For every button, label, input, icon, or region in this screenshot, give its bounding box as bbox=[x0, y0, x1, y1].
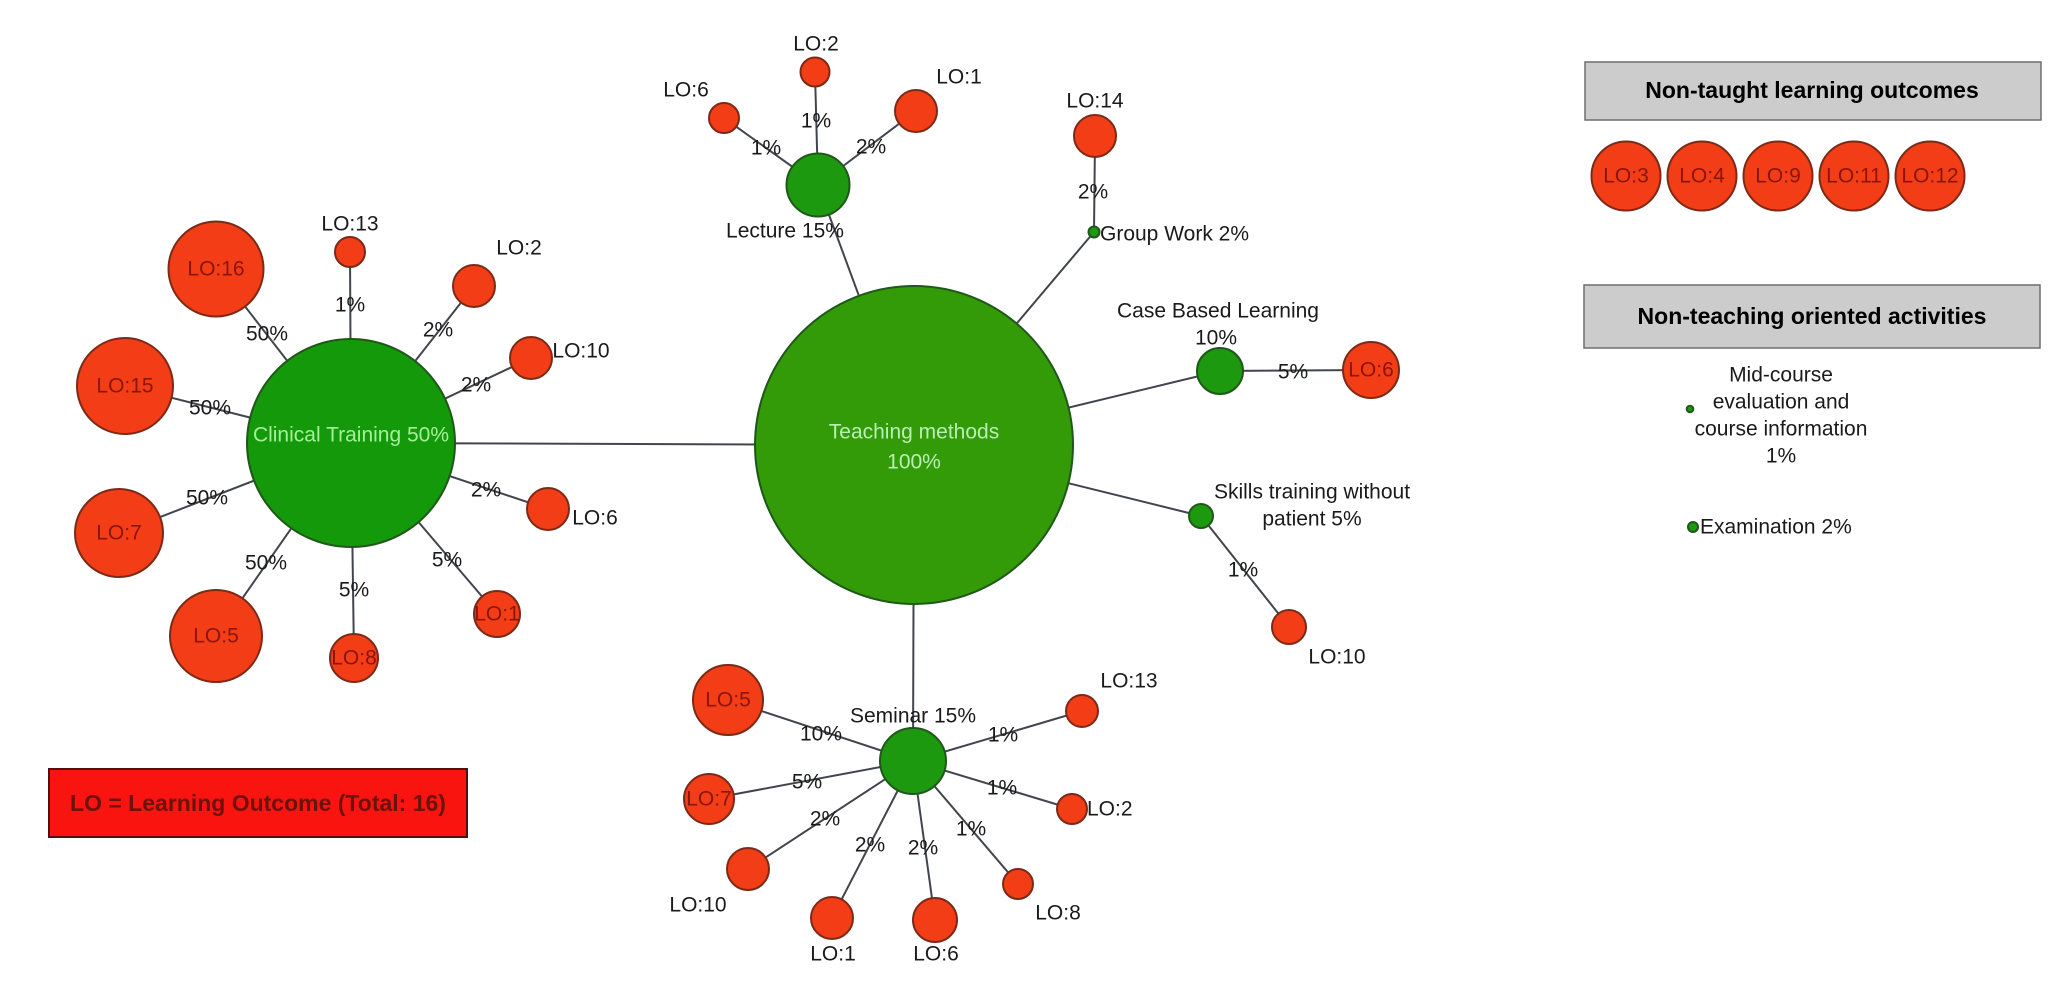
svg-text:LO:1: LO:1 bbox=[936, 66, 982, 89]
svg-text:2%: 2% bbox=[856, 136, 886, 159]
svg-text:50%: 50% bbox=[186, 487, 228, 510]
svg-text:LO:8: LO:8 bbox=[1035, 902, 1081, 925]
svg-text:Mid-course: Mid-course bbox=[1729, 364, 1833, 387]
svg-text:Case Based Learning: Case Based Learning bbox=[1117, 300, 1319, 323]
svg-text:5%: 5% bbox=[792, 771, 822, 794]
svg-text:LO:4: LO:4 bbox=[1679, 165, 1725, 188]
svg-text:Clinical Training 50%: Clinical Training 50% bbox=[253, 424, 449, 447]
svg-text:LO:7: LO:7 bbox=[686, 788, 732, 811]
svg-text:LO:12: LO:12 bbox=[1901, 165, 1958, 188]
svg-text:LO:10: LO:10 bbox=[669, 894, 726, 917]
svg-text:50%: 50% bbox=[246, 323, 288, 346]
svg-text:2%: 2% bbox=[855, 834, 885, 857]
svg-text:LO:16: LO:16 bbox=[187, 258, 244, 281]
svg-text:LO:2: LO:2 bbox=[793, 33, 839, 56]
svg-text:LO:9: LO:9 bbox=[1755, 165, 1801, 188]
svg-text:course information: course information bbox=[1695, 418, 1868, 441]
svg-text:Teaching methods: Teaching methods bbox=[829, 421, 999, 444]
svg-text:LO:6: LO:6 bbox=[663, 79, 709, 102]
svg-text:LO:6: LO:6 bbox=[1348, 359, 1394, 382]
svg-text:2%: 2% bbox=[461, 374, 491, 397]
svg-text:Seminar 15%: Seminar 15% bbox=[850, 705, 976, 728]
svg-text:5%: 5% bbox=[432, 549, 462, 572]
svg-text:2%: 2% bbox=[423, 319, 453, 342]
svg-text:patient 5%: patient 5% bbox=[1262, 508, 1361, 531]
svg-text:LO:13: LO:13 bbox=[1100, 670, 1157, 693]
svg-text:1%: 1% bbox=[335, 294, 365, 317]
svg-text:LO:13: LO:13 bbox=[321, 213, 378, 236]
svg-text:LO:7: LO:7 bbox=[96, 522, 142, 545]
svg-text:LO:6: LO:6 bbox=[572, 507, 618, 530]
svg-text:LO:10: LO:10 bbox=[552, 340, 609, 363]
svg-text:LO:5: LO:5 bbox=[705, 689, 751, 712]
svg-text:2%: 2% bbox=[471, 479, 501, 502]
svg-text:LO:3: LO:3 bbox=[1603, 165, 1649, 188]
svg-text:LO = Learning Outcome (Total:: LO = Learning Outcome (Total: 16) bbox=[70, 790, 446, 816]
svg-text:10%: 10% bbox=[800, 723, 842, 746]
svg-text:1%: 1% bbox=[956, 818, 986, 841]
svg-text:100%: 100% bbox=[887, 451, 941, 474]
svg-text:1%: 1% bbox=[801, 110, 831, 133]
svg-text:50%: 50% bbox=[189, 397, 231, 420]
svg-text:Non-taught learning outcomes: Non-taught learning outcomes bbox=[1645, 77, 1979, 103]
svg-text:50%: 50% bbox=[245, 552, 287, 575]
svg-text:Group Work 2%: Group Work 2% bbox=[1100, 223, 1249, 246]
svg-text:1%: 1% bbox=[1766, 445, 1796, 468]
svg-text:LO:2: LO:2 bbox=[496, 237, 542, 260]
svg-text:LO:2: LO:2 bbox=[1087, 798, 1133, 821]
svg-text:LO:6: LO:6 bbox=[913, 943, 959, 966]
svg-text:1%: 1% bbox=[1228, 559, 1258, 582]
svg-text:LO:14: LO:14 bbox=[1066, 90, 1124, 113]
svg-text:1%: 1% bbox=[751, 137, 781, 160]
svg-text:Non-teaching oriented activiti: Non-teaching oriented activities bbox=[1638, 303, 1987, 329]
svg-text:Examination 2%: Examination 2% bbox=[1700, 516, 1852, 539]
svg-text:LO:15: LO:15 bbox=[96, 375, 153, 398]
svg-text:LO:1: LO:1 bbox=[474, 603, 520, 626]
svg-text:1%: 1% bbox=[988, 724, 1018, 747]
svg-text:2%: 2% bbox=[810, 808, 840, 831]
svg-text:10%: 10% bbox=[1195, 327, 1237, 350]
svg-text:2%: 2% bbox=[1078, 181, 1108, 204]
svg-text:2%: 2% bbox=[908, 837, 938, 860]
svg-text:evaluation and: evaluation and bbox=[1713, 391, 1850, 414]
svg-text:Lecture 15%: Lecture 15% bbox=[726, 220, 844, 243]
svg-text:LO:5: LO:5 bbox=[193, 625, 239, 648]
svg-text:Skills training without: Skills training without bbox=[1214, 481, 1410, 504]
svg-text:LO:8: LO:8 bbox=[331, 647, 377, 670]
svg-text:1%: 1% bbox=[987, 777, 1017, 800]
svg-text:5%: 5% bbox=[1278, 361, 1308, 384]
svg-text:5%: 5% bbox=[339, 579, 369, 602]
svg-text:LO:11: LO:11 bbox=[1826, 165, 1882, 188]
svg-text:LO:10: LO:10 bbox=[1308, 646, 1365, 669]
svg-text:LO:1: LO:1 bbox=[810, 943, 856, 966]
